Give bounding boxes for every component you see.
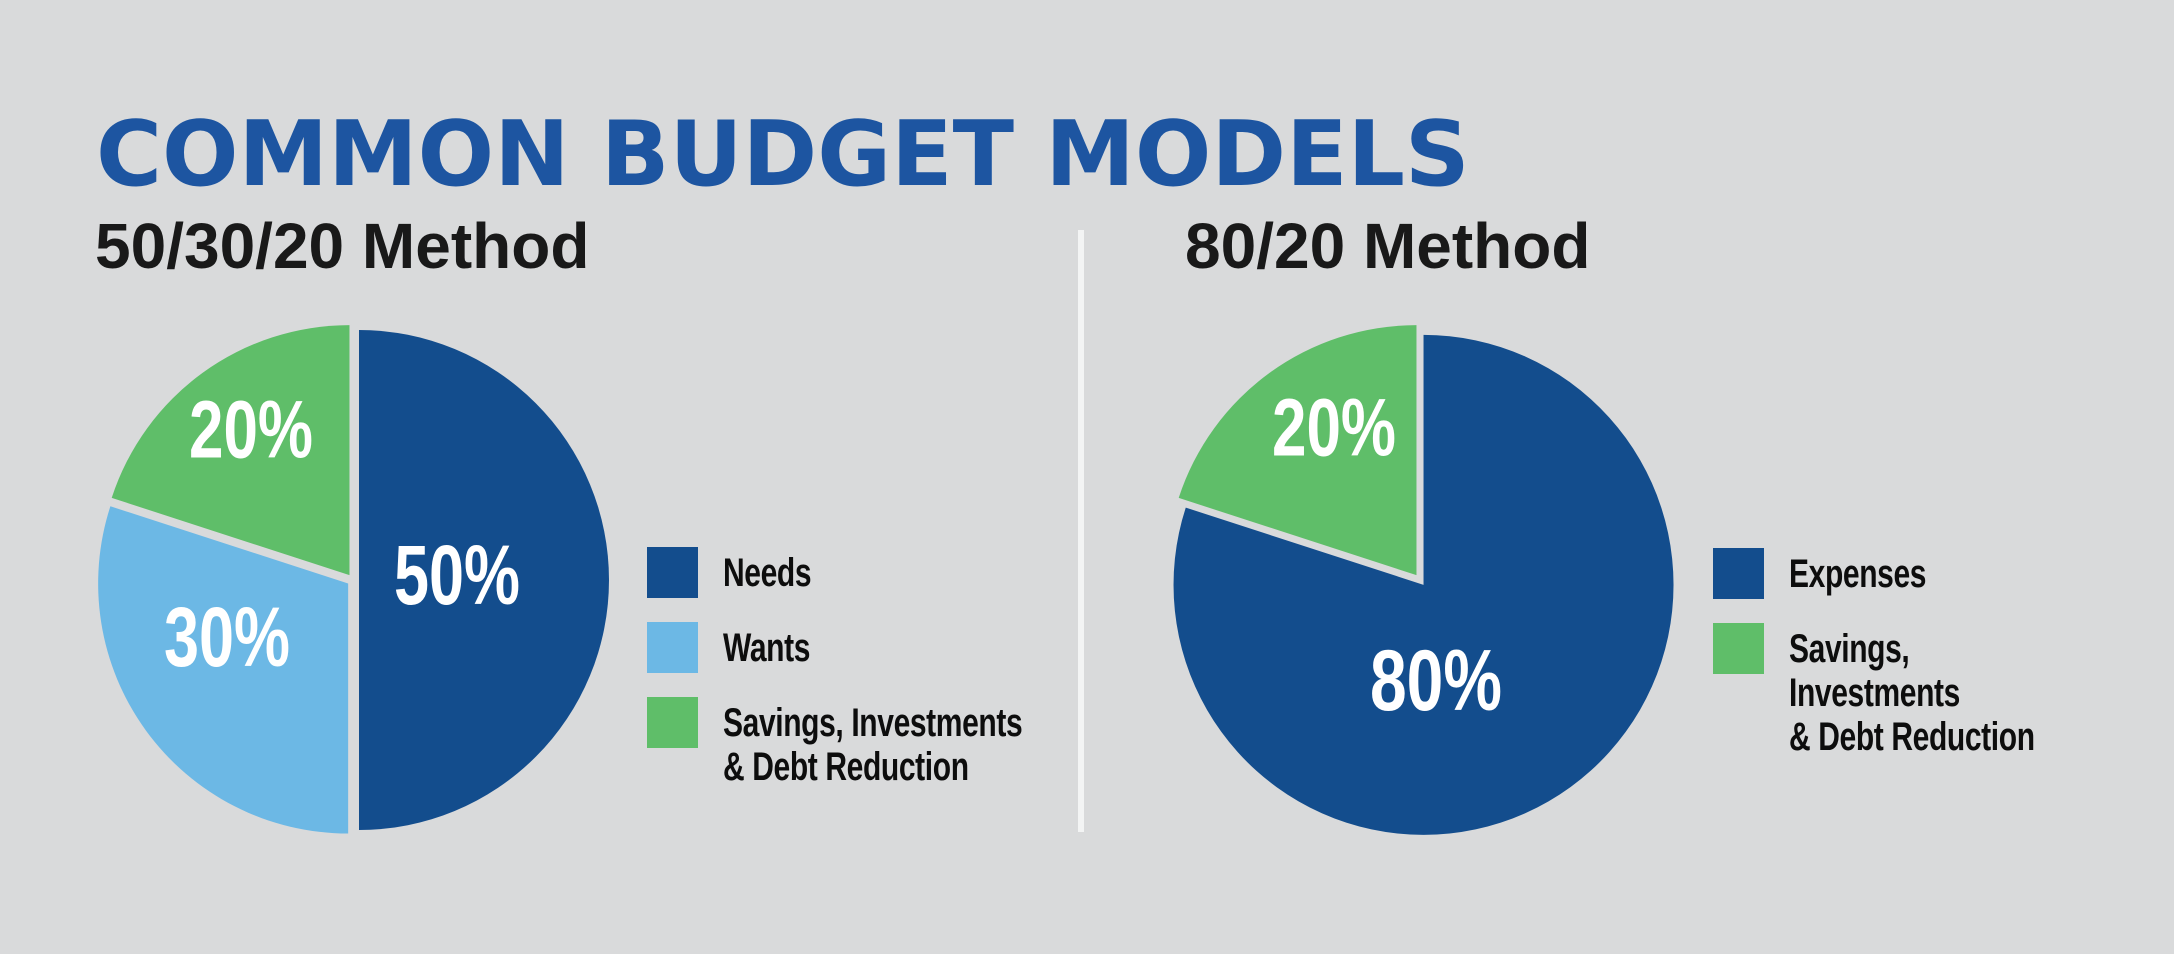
legend-swatch-savings-investments	[647, 697, 698, 748]
legend-swatch-expenses	[1713, 548, 1764, 599]
pie-slice-label-30: 30%	[164, 590, 290, 684]
legend-item-savings-investments: Savings, Investments & Debt Reduction	[1713, 623, 2174, 759]
legend-label: Savings, Investments & Debt Reduction	[1789, 627, 2035, 759]
pie-slice-label-20: 20%	[189, 385, 313, 476]
legend-item-wants: Wants	[647, 622, 1122, 673]
pie-slice-savings-investments-debt-reduction	[1178, 325, 1417, 576]
chart-title-50-30-20-method: 50/30/20 Method	[95, 210, 590, 282]
pie-slice-needs	[359, 330, 609, 830]
legend-label: Wants	[723, 626, 811, 670]
legend-label: Expenses	[1789, 552, 1927, 596]
legend-80-20-method: Expenses Savings, Investments & Debt Redu…	[1713, 548, 2174, 783]
pie-slice-label-80: 80%	[1370, 633, 1502, 729]
legend-label: Needs	[723, 551, 812, 595]
chart-title-80-20-method: 80/20 Method	[1185, 210, 1591, 282]
legend-swatch-savings-investments	[1713, 623, 1764, 674]
legend-item-expenses: Expenses	[1713, 548, 2174, 599]
legend-label: Savings, Investments & Debt Reduction	[723, 701, 1023, 789]
pie-chart-50-30-20-method: 50% 30% 20%	[98, 325, 609, 834]
pie-chart-80-20-method: 80% 20%	[1173, 325, 1674, 835]
legend-50-30-20-method: Needs Wants Savings, Investments & Debt Re…	[647, 547, 1122, 813]
pie-slice-label-20: 20%	[1272, 383, 1396, 474]
legend-item-savings-investments: Savings, Investments & Debt Reduction	[647, 697, 1122, 789]
page-title: COMMON BUDGET MODELS	[96, 102, 1470, 208]
vertical-divider	[1078, 230, 1084, 832]
legend-swatch-needs	[647, 547, 698, 598]
pie-slice-expenses	[1173, 334, 1674, 835]
pie-slice-label-50: 50%	[394, 528, 520, 622]
legend-item-needs: Needs	[647, 547, 1122, 598]
legend-swatch-wants	[647, 622, 698, 673]
pie-slice-savings-investments-debt-reduction	[111, 325, 350, 576]
pie-slice-wants	[98, 506, 349, 834]
